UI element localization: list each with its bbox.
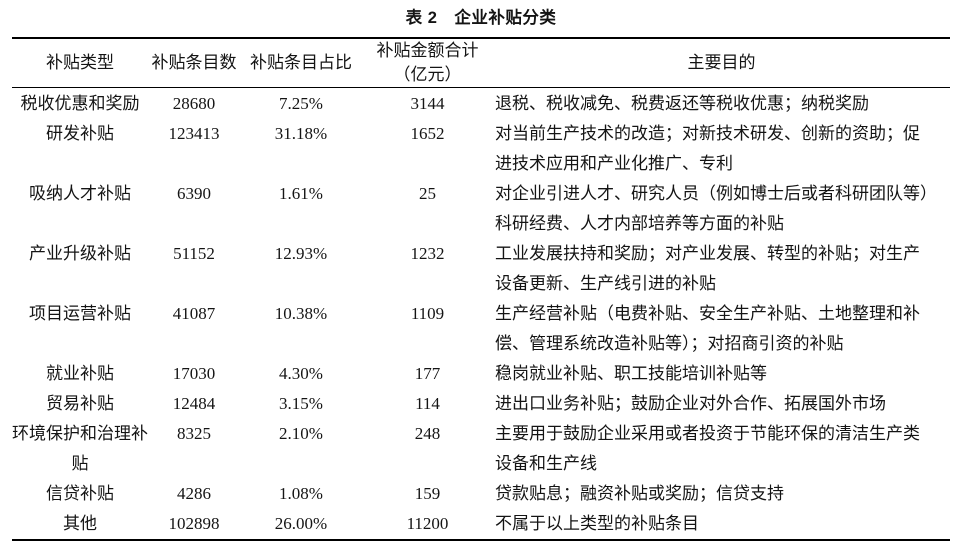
table-row: 项目运营补贴 41087 10.38% 1109 生产经营补贴（电费补贴、安全生… xyxy=(12,299,950,359)
table-row: 其他 102898 26.00% 11200 不属于以上类型的补贴条目 xyxy=(12,509,950,540)
cell-purpose: 不属于以上类型的补贴条目 xyxy=(495,514,699,533)
cell-entry-count: 8325 xyxy=(177,424,211,443)
column-header-amount-line2: （亿元） xyxy=(393,65,462,84)
cell-amount: 1232 xyxy=(410,244,445,263)
cell-entry-share: 7.25% xyxy=(279,94,323,113)
cell-entry-count: 28680 xyxy=(172,94,216,113)
cell-amount: 114 xyxy=(415,394,440,413)
cell-entry-share: 10.38% xyxy=(274,304,328,323)
cell-purpose: 生产经营补贴（电费补贴、安全生产补贴、土地整理和补偿、管理系统改造补贴等）；对招… xyxy=(495,304,920,353)
cell-amount: 1652 xyxy=(410,124,445,143)
cell-purpose: 稳岗就业补贴、职工技能培训补贴等 xyxy=(495,364,767,383)
cell-entry-share: 12.93% xyxy=(274,244,328,263)
cell-entry-count: 123413 xyxy=(168,124,220,143)
cell-purpose: 进出口业务补贴；鼓励企业对外合作、拓展国外市场 xyxy=(495,394,886,413)
cell-subsidy-type: 产业升级补贴 xyxy=(29,244,131,263)
cell-entry-count: 6390 xyxy=(177,184,211,203)
cell-subsidy-type: 吸纳人才补贴 xyxy=(29,184,131,203)
cell-purpose: 退税、税收减免、税费返还等税收优惠；纳税奖励 xyxy=(495,94,869,113)
cell-subsidy-type: 研发补贴 xyxy=(46,124,114,143)
column-header-amount-line1: 补贴金额合计 xyxy=(376,41,479,60)
cell-entry-share: 4.30% xyxy=(279,364,323,383)
cell-subsidy-type: 信贷补贴 xyxy=(46,484,114,503)
cell-entry-count: 102898 xyxy=(168,514,220,533)
cell-amount: 159 xyxy=(414,484,441,503)
cell-amount: 11200 xyxy=(406,514,449,533)
cell-subsidy-type: 就业补贴 xyxy=(46,364,114,383)
subsidy-classification-table: 补贴类型 补贴条目数 补贴条目占比 补贴金额合计 （亿元） 主要目的 税收优惠和… xyxy=(12,37,950,541)
column-header-amount: 补贴金额合计 （亿元） xyxy=(362,38,493,88)
cell-entry-count: 17030 xyxy=(172,364,216,383)
cell-amount: 1109 xyxy=(410,304,445,323)
cell-entry-count: 4286 xyxy=(177,484,211,503)
cell-subsidy-type: 环境保护和治理补贴 xyxy=(12,424,148,473)
table-row: 产业升级补贴 51152 12.93% 1232 工业发展扶持和奖励；对产业发展… xyxy=(12,239,950,299)
cell-amount: 248 xyxy=(414,424,441,443)
column-header-entry-share: 补贴条目占比 xyxy=(240,38,362,88)
column-header-subsidy-type: 补贴类型 xyxy=(12,38,148,88)
cell-purpose: 对当前生产技术的改造；对新技术研发、创新的资助；促进技术应用和产业化推广、专利 xyxy=(495,124,920,173)
column-header-entry-count: 补贴条目数 xyxy=(148,38,240,88)
cell-entry-count: 51152 xyxy=(173,244,215,263)
cell-subsidy-type: 项目运营补贴 xyxy=(29,304,131,323)
cell-subsidy-type: 贸易补贴 xyxy=(46,394,114,413)
table-row: 信贷补贴 4286 1.08% 159 贷款贴息；融资补贴或奖励；信贷支持 xyxy=(12,479,950,509)
cell-entry-share: 1.61% xyxy=(279,184,323,203)
cell-entry-share: 2.10% xyxy=(279,424,323,443)
cell-subsidy-type: 其他 xyxy=(63,514,97,533)
table-row: 研发补贴 123413 31.18% 1652 对当前生产技术的改造；对新技术研… xyxy=(12,119,950,179)
cell-entry-share: 3.15% xyxy=(279,394,323,413)
cell-amount: 177 xyxy=(414,364,441,383)
cell-amount: 3144 xyxy=(410,94,445,113)
table-row: 就业补贴 17030 4.30% 177 稳岗就业补贴、职工技能培训补贴等 xyxy=(12,359,950,389)
table-body: 税收优惠和奖励 28680 7.25% 3144 退税、税收减免、税费返还等税收… xyxy=(12,88,950,541)
cell-purpose: 贷款贴息；融资补贴或奖励；信贷支持 xyxy=(495,484,784,503)
cell-amount: 25 xyxy=(419,184,436,203)
table-caption: 表 2 企业补贴分类 xyxy=(405,9,557,27)
table-row: 税收优惠和奖励 28680 7.25% 3144 退税、税收减免、税费返还等税收… xyxy=(12,88,950,120)
cell-purpose: 对企业引进人才、研究人员（例如博士后或者科研团队等）科研经费、人才内部培养等方面… xyxy=(495,184,929,233)
cell-entry-count: 12484 xyxy=(172,394,216,413)
cell-entry-share: 26.00% xyxy=(274,514,328,533)
table-row: 环境保护和治理补贴 8325 2.10% 248 主要用于鼓励企业采用或者投资于… xyxy=(12,419,950,479)
header-row: 补贴类型 补贴条目数 补贴条目占比 补贴金额合计 （亿元） 主要目的 xyxy=(12,38,950,88)
table-row: 吸纳人才补贴 6390 1.61% 25 对企业引进人才、研究人员（例如博士后或… xyxy=(12,179,950,239)
column-header-purpose: 主要目的 xyxy=(493,38,950,88)
cell-subsidy-type: 税收优惠和奖励 xyxy=(20,94,140,113)
cell-entry-count: 41087 xyxy=(172,304,216,323)
cell-entry-share: 1.08% xyxy=(279,484,323,503)
cell-purpose: 主要用于鼓励企业采用或者投资于节能环保的清洁生产类设备和生产线 xyxy=(495,424,920,473)
table-row: 贸易补贴 12484 3.15% 114 进出口业务补贴；鼓励企业对外合作、拓展… xyxy=(12,389,950,419)
cell-purpose: 工业发展扶持和奖励；对产业发展、转型的补贴；对生产设备更新、生产线引进的补贴 xyxy=(495,244,920,293)
cell-entry-share: 31.18% xyxy=(274,124,328,143)
table-header: 补贴类型 补贴条目数 补贴条目占比 补贴金额合计 （亿元） 主要目的 xyxy=(12,38,950,88)
